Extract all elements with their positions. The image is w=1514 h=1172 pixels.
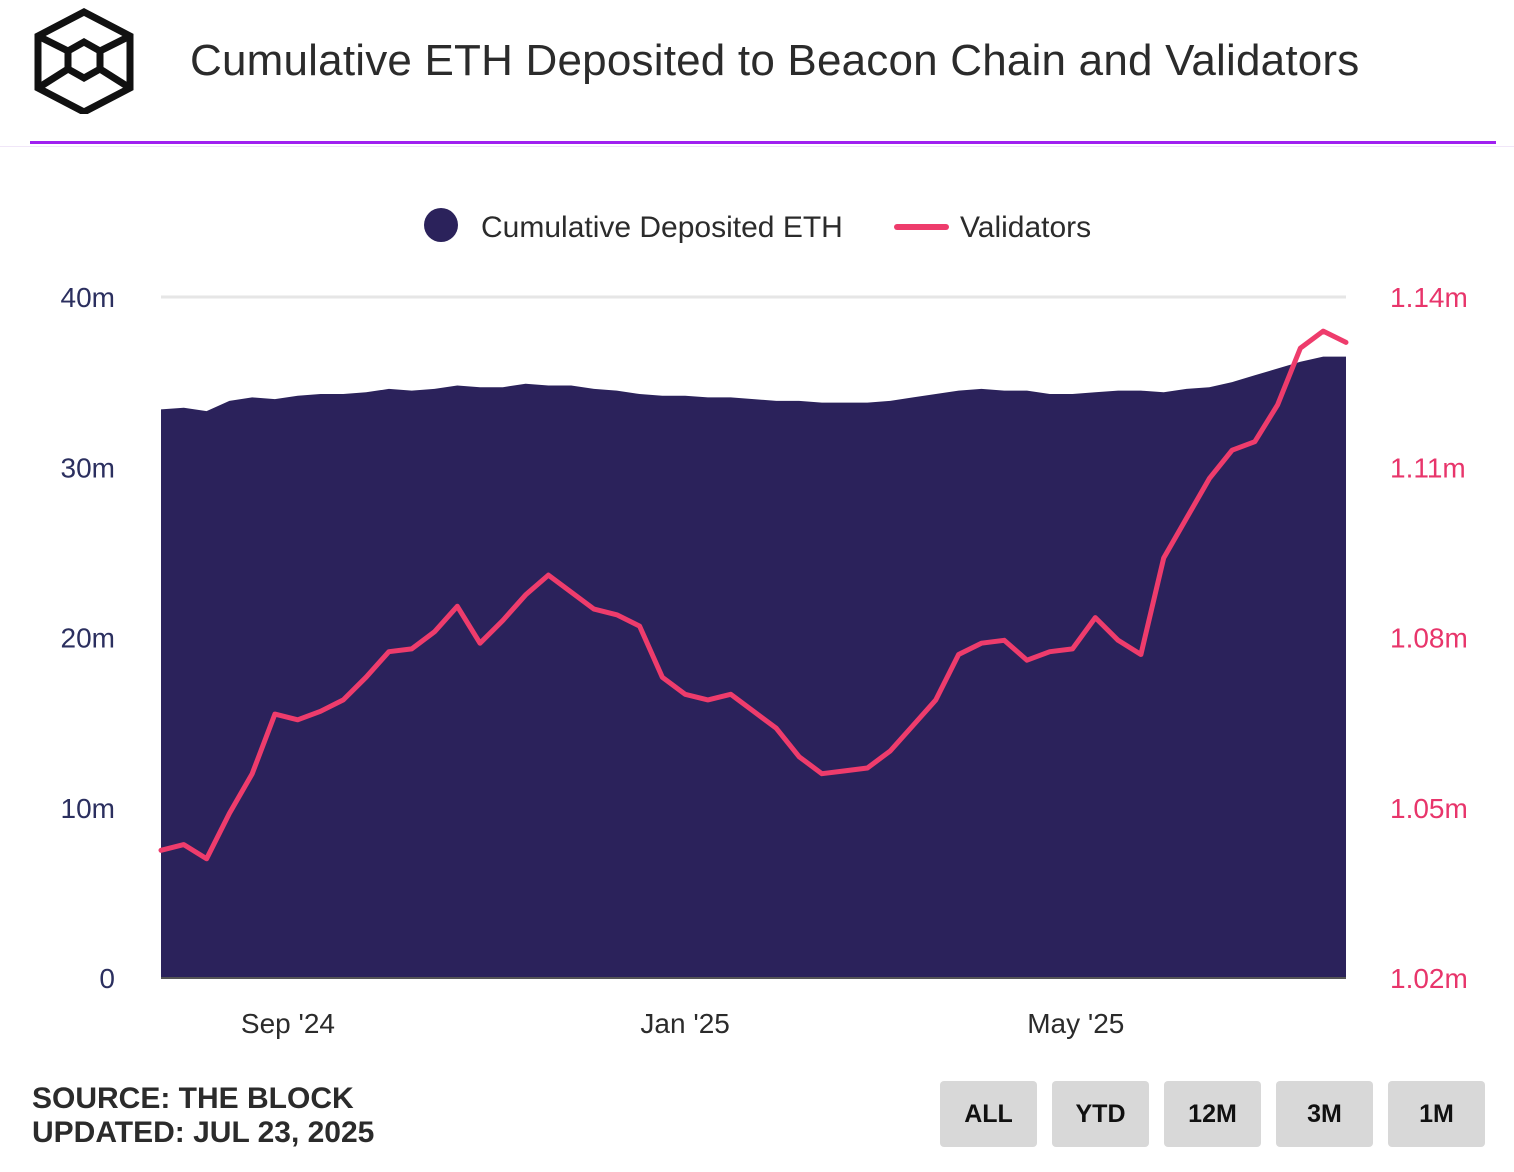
source-label: SOURCE: THE BLOCK <box>32 1082 354 1115</box>
legend-label-area: Cumulative Deposited ETH <box>481 211 843 244</box>
y-axis-right: 1.02m 1.05m 1.08m 1.11m 1.14m <box>1390 282 1468 994</box>
y-right-tick-label: 1.02m <box>1390 963 1468 994</box>
source-note: SOURCE: THE BLOCK UPDATED: JUL 23, 2025 <box>32 1082 374 1150</box>
page-title: Cumulative ETH Deposited to Beacon Chain… <box>190 36 1360 85</box>
range-button-group: ALL YTD 12M 3M 1M <box>940 1081 1485 1147</box>
y-right-tick-label: 1.11m <box>1390 452 1466 483</box>
range-button-all[interactable]: ALL <box>940 1081 1037 1147</box>
x-axis: Sep '24 Jan '25 May '25 <box>241 1008 1124 1039</box>
range-button-12m[interactable]: 12M <box>1164 1081 1261 1147</box>
title-divider <box>30 141 1496 144</box>
y-left-tick-label: 40m <box>61 282 115 313</box>
y-right-tick-label: 1.05m <box>1390 793 1468 824</box>
y-left-tick-label: 10m <box>61 793 115 824</box>
legend-marker-area <box>424 208 458 242</box>
x-tick-label: May '25 <box>1027 1008 1124 1039</box>
the-block-logo-icon <box>34 8 134 114</box>
range-button-ytd[interactable]: YTD <box>1052 1081 1149 1147</box>
chart: Cumulative Deposited ETH Validators 0 10m… <box>61 208 1468 1039</box>
y-axis-left: 0 10m 20m 30m 40m <box>61 282 115 994</box>
range-button-1m[interactable]: 1M <box>1388 1081 1485 1147</box>
legend-label-line: Validators <box>960 211 1091 244</box>
range-button-3m[interactable]: 3M <box>1276 1081 1373 1147</box>
series-area-cumulative-deposited-eth <box>161 356 1346 979</box>
x-tick-label: Jan '25 <box>640 1008 729 1039</box>
y-right-tick-label: 1.14m <box>1390 282 1468 313</box>
series-line-validators <box>158 328 1349 862</box>
y-right-tick-label: 1.08m <box>1390 623 1468 654</box>
y-left-tick-label: 0 <box>99 963 115 994</box>
y-left-tick-label: 30m <box>61 452 115 483</box>
updated-label: UPDATED: JUL 23, 2025 <box>32 1116 375 1149</box>
legend: Cumulative Deposited ETH Validators <box>424 208 1091 244</box>
y-left-tick-label: 20m <box>61 623 115 654</box>
x-tick-label: Sep '24 <box>241 1008 335 1039</box>
title-divider-shadow <box>0 146 1514 147</box>
